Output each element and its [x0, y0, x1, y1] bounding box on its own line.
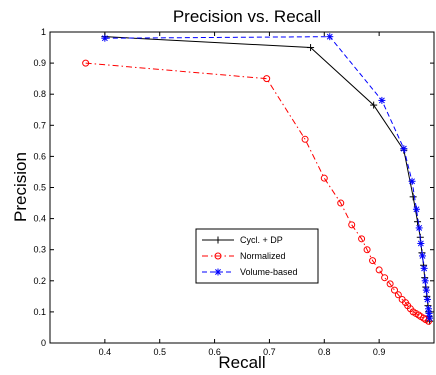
legend-label: Normalized	[240, 251, 286, 261]
y-tick-label: 0.4	[33, 214, 46, 224]
x-tick-label: 0.5	[153, 347, 166, 357]
data-point	[409, 178, 416, 185]
x-tick-label: 0.9	[373, 347, 386, 357]
y-axis-label: Precision	[11, 152, 30, 222]
plot-area	[50, 32, 434, 343]
data-point	[426, 315, 433, 322]
y-tick-label: 0.8	[33, 89, 46, 99]
data-point	[417, 240, 424, 247]
legend-label: Cycl. + DP	[240, 235, 283, 245]
x-tick-label: 0.4	[99, 347, 112, 357]
x-tick-label: 0.8	[318, 347, 331, 357]
y-tick-label: 0.3	[33, 245, 46, 255]
data-point	[378, 97, 385, 104]
data-point	[423, 287, 430, 294]
y-tick-label: 1	[41, 27, 46, 37]
y-tick-label: 0.5	[33, 183, 46, 193]
chart-title: Precision vs. Recall	[173, 7, 321, 26]
x-axis-label: Recall	[218, 353, 265, 372]
y-tick-label: 0.1	[33, 307, 46, 317]
y-tick-label: 0.6	[33, 151, 46, 161]
data-point	[326, 33, 333, 40]
data-point	[101, 35, 108, 42]
data-point	[422, 277, 429, 284]
data-point	[419, 252, 426, 259]
data-point	[416, 224, 423, 231]
data-point	[400, 145, 407, 152]
y-tick-label: 0.7	[33, 120, 46, 130]
legend: Cycl. + DP Normalized Volume-based	[196, 229, 318, 283]
data-point	[413, 206, 420, 213]
data-point	[421, 265, 428, 272]
y-tick-label: 0.2	[33, 276, 46, 286]
y-tick-label: 0.9	[33, 58, 46, 68]
legend-label: Volume-based	[240, 267, 298, 277]
legend-marker	[215, 269, 222, 276]
data-point	[424, 296, 431, 303]
y-tick-label: 0	[41, 338, 46, 348]
